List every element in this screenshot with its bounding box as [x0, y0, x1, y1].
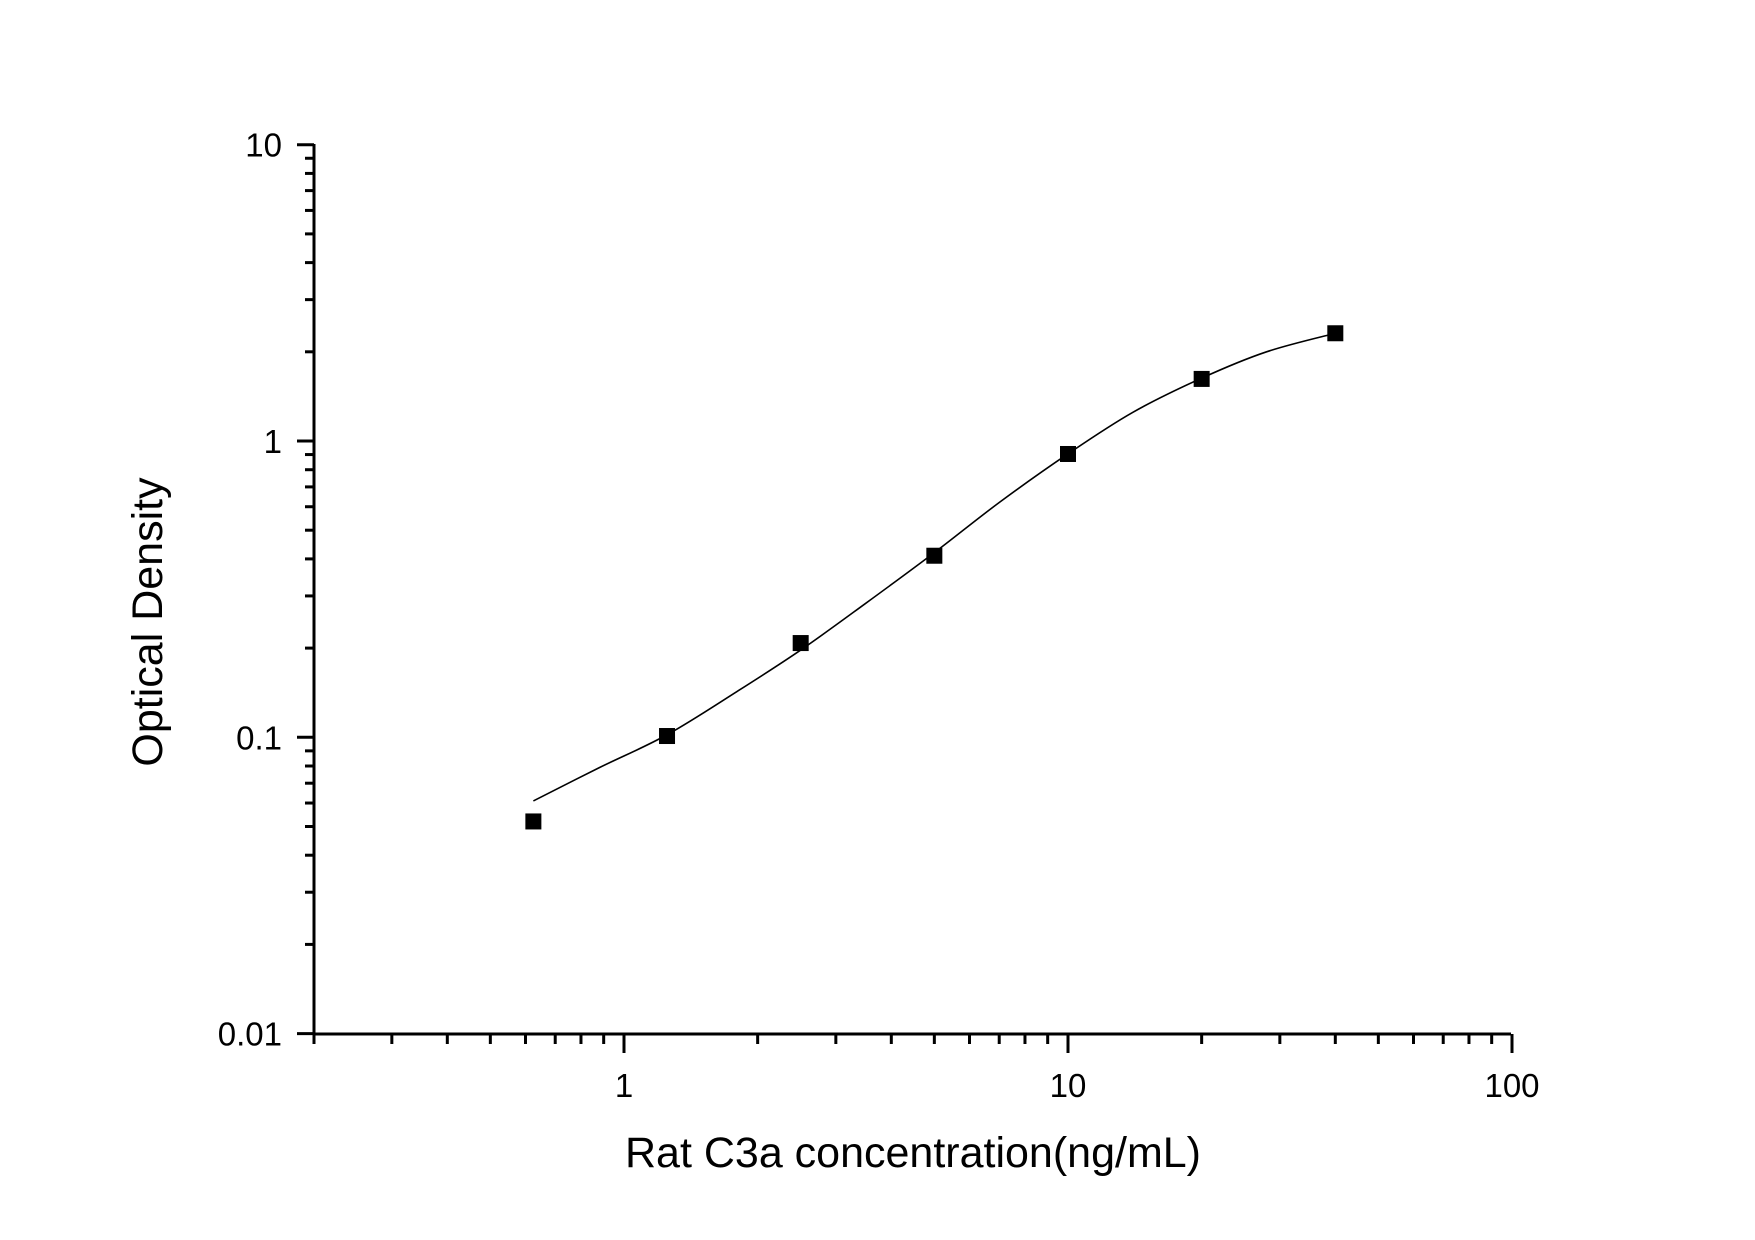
y-tick-label: 1 [264, 423, 282, 460]
data-points [525, 325, 1344, 830]
y-axis-tick-labels: 0.01 0.1 1 10 [218, 127, 282, 1053]
data-point-marker [1193, 370, 1210, 387]
y-tick-label: 0.1 [236, 719, 282, 756]
x-tick-label: 1 [615, 1067, 633, 1104]
y-axis-title: Optical Density [124, 477, 172, 767]
data-point-marker [926, 547, 943, 564]
x-tick-label: 10 [1050, 1067, 1087, 1104]
data-point-marker [659, 728, 676, 745]
data-point-marker [792, 635, 809, 652]
y-tick-label: 0.01 [218, 1016, 282, 1053]
y-axis-ticks [297, 143, 314, 1036]
fit-curve-line [533, 332, 1336, 802]
x-axis-tick-labels: 1 10 100 [615, 1067, 1540, 1104]
x-axis-ticks [312, 1034, 1514, 1053]
x-axis-title: Rat C3a concentration(ng/mL) [625, 1129, 1201, 1177]
data-point-marker [525, 813, 542, 830]
data-point-marker [1327, 325, 1344, 342]
x-tick-label: 100 [1484, 1067, 1539, 1104]
data-point-marker [1060, 445, 1076, 462]
y-tick-label: 10 [245, 127, 282, 164]
